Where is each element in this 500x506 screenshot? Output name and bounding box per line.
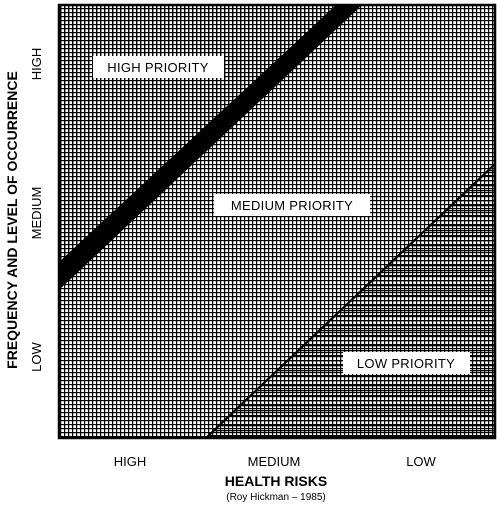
low-priority-label: LOW PRIORITY [357, 356, 455, 371]
y-tick-low: LOW [29, 341, 44, 371]
x-tick-high: HIGH [114, 454, 147, 469]
y-tick-medium: MEDIUM [29, 187, 44, 240]
x-axis-title: HEALTH RISKS [225, 473, 327, 489]
y-tick-high: HIGH [29, 48, 44, 81]
y-axis-title: FREQUENCY AND LEVEL OF OCCURRENCE [4, 71, 20, 369]
plot-border [57, 3, 497, 440]
x-tick-low: LOW [406, 454, 436, 469]
high-priority-label: HIGH PRIORITY [107, 60, 208, 75]
credit: (Roy Hickman – 1985) [226, 492, 325, 503]
medium-priority-label-box [214, 194, 370, 216]
medium-low-boundary-line [205, 163, 495, 438]
high-priority-label-box [93, 56, 224, 78]
medium-priority-label: MEDIUM PRIORITY [231, 198, 353, 213]
low-priority-label-box [343, 352, 470, 374]
x-tick-medium: MEDIUM [248, 454, 301, 469]
high-medium-boundary-band [59, 5, 362, 290]
